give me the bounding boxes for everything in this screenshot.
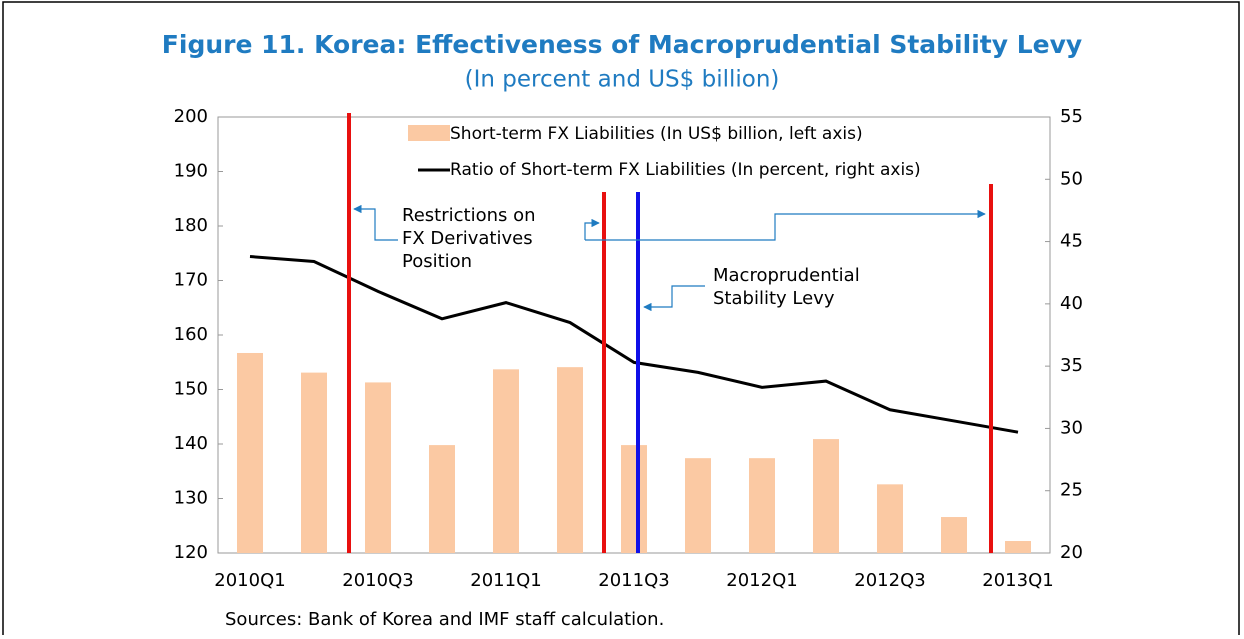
y2-tick-label: 45 [1060,231,1083,252]
source-note: Sources: Bank of Korea and IMF staff cal… [225,609,664,630]
legend-swatch [408,125,450,141]
x-tick-label: 2011Q3 [598,570,669,591]
bar [493,369,519,553]
y2-tick-label: 40 [1060,293,1083,314]
y-tick-label: 120 [174,542,208,563]
chart-title: Figure 11. Korea: Effectiveness of Macro… [162,30,1082,59]
y-tick-label: 140 [174,433,208,454]
line [249,255,1019,434]
y2-tick-label: 35 [1060,355,1083,376]
annotation-arrow [584,218,600,240]
y-tick-label: 160 [174,324,208,345]
y-tick-label: 150 [174,379,208,400]
x-tick-label: 2010Q1 [214,570,285,591]
y-tick-label: 180 [174,215,208,236]
legend-label: Ratio of Short-term FX Liabilities (In p… [450,160,921,180]
bar [941,517,967,553]
annotation-arrow [643,285,705,312]
annotation-arrow [353,204,398,241]
annotation-text: Position [402,251,472,272]
bar [685,458,711,553]
annotation-arrow [585,209,986,241]
y2-tick-label: 55 [1060,106,1083,127]
bar [749,458,775,553]
x-tick-label: 2012Q1 [726,570,797,591]
y-tick-label: 190 [174,161,208,182]
chart-subtitle: (In percent and US$ billion) [465,67,780,93]
bar [429,445,455,553]
y-tick-label: 200 [174,106,208,127]
annotation-text: FX Derivatives [402,228,533,249]
bar [877,484,903,553]
annotation-text: Restrictions on [402,205,536,226]
x-tick-label: 2012Q3 [854,570,925,591]
bar [621,445,647,553]
y2-tick-label: 50 [1060,168,1083,189]
y2-tick-label: 20 [1060,542,1083,563]
annotation-text: Macroprudential [713,265,860,286]
bar [813,439,839,553]
bar [557,367,583,553]
legend-label: Short-term FX Liabilities (In US$ billio… [450,124,863,144]
bar [365,382,391,553]
y2-tick-label: 30 [1060,417,1083,438]
bar [1005,541,1031,553]
y-tick-label: 170 [174,270,208,291]
bar [237,352,263,553]
y-tick-label: 130 [174,488,208,509]
annotation-text: Stability Levy [713,288,835,309]
x-tick-label: 2010Q3 [342,570,413,591]
x-tick-label: 2011Q1 [470,570,541,591]
x-tick-label: 2013Q1 [982,570,1053,591]
y2-tick-label: 25 [1060,480,1083,501]
bar [301,372,327,553]
